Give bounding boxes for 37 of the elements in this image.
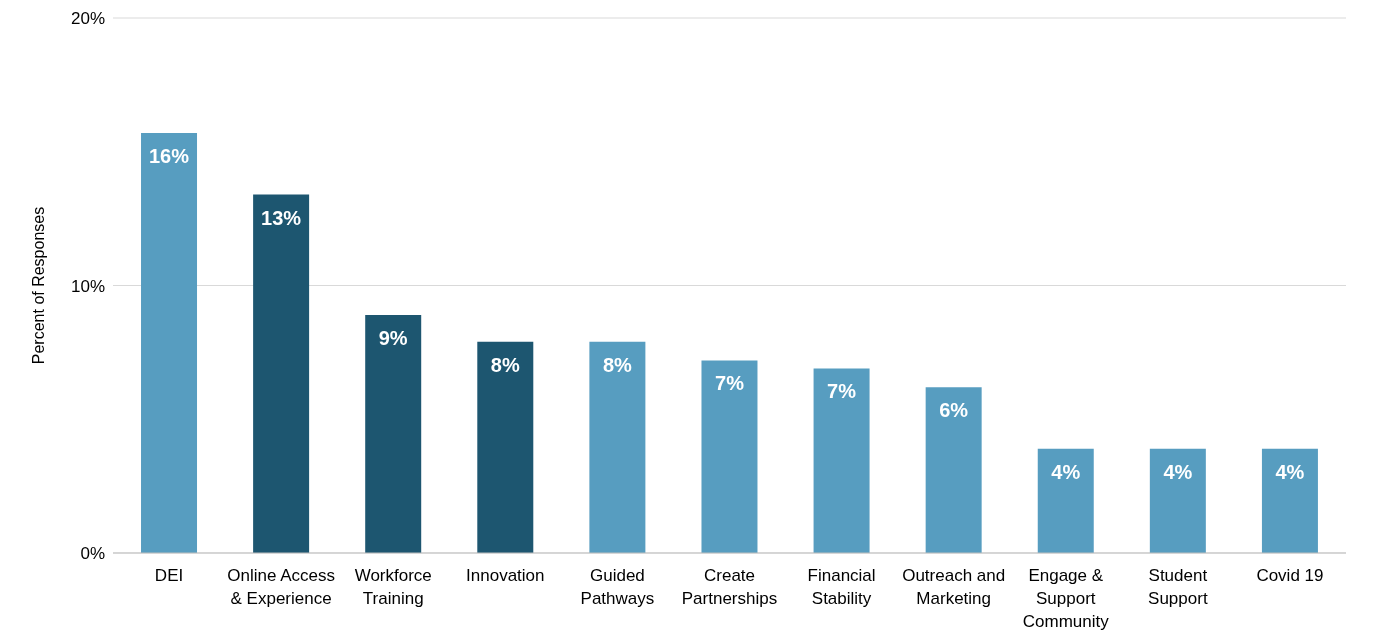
bar (1149, 448, 1206, 553)
data-label: 7% (715, 372, 745, 395)
x-tick-label: Innovation (466, 565, 545, 585)
bar (925, 387, 982, 553)
bar (253, 194, 310, 553)
bar (365, 314, 422, 553)
y-axis-title: Percent of Responses (29, 206, 47, 365)
y-tick-label: 20% (70, 9, 105, 29)
data-label: 4% (1051, 460, 1081, 483)
data-label: 9% (378, 326, 408, 349)
bar (589, 341, 646, 553)
x-tick-label: Student Support (1148, 565, 1208, 608)
x-tick-label: Engage & Support Community (1022, 565, 1110, 631)
bar (813, 368, 870, 553)
data-label: 7% (827, 380, 857, 403)
data-label: 16% (149, 145, 190, 168)
data-label: 8% (602, 353, 633, 376)
x-tick-label: Guided Pathways (580, 565, 655, 608)
data-label: 13% (261, 206, 302, 229)
data-label: 6% (939, 399, 969, 422)
x-tick-label: DEI (154, 565, 184, 585)
bar (1261, 448, 1318, 553)
x-tick-label: Online Access & Experience (227, 565, 335, 608)
data-label: 4% (1275, 460, 1305, 483)
bar (701, 360, 758, 553)
x-tick-label: Financial Stability (807, 565, 876, 608)
data-label: 8% (490, 353, 520, 376)
x-tick-label: Outreach and Marketing (902, 565, 1006, 608)
bar (141, 133, 198, 553)
y-tick-label: 10% (70, 276, 105, 296)
bar (477, 341, 534, 553)
bar (1037, 448, 1094, 553)
data-label: 4% (1163, 460, 1193, 483)
x-tick-label: Covid 19 (1256, 565, 1324, 585)
x-tick-label: Create Partnerships (681, 565, 778, 608)
y-tick-label: 0% (80, 544, 105, 564)
x-tick-label: Workforce Training (354, 565, 432, 608)
